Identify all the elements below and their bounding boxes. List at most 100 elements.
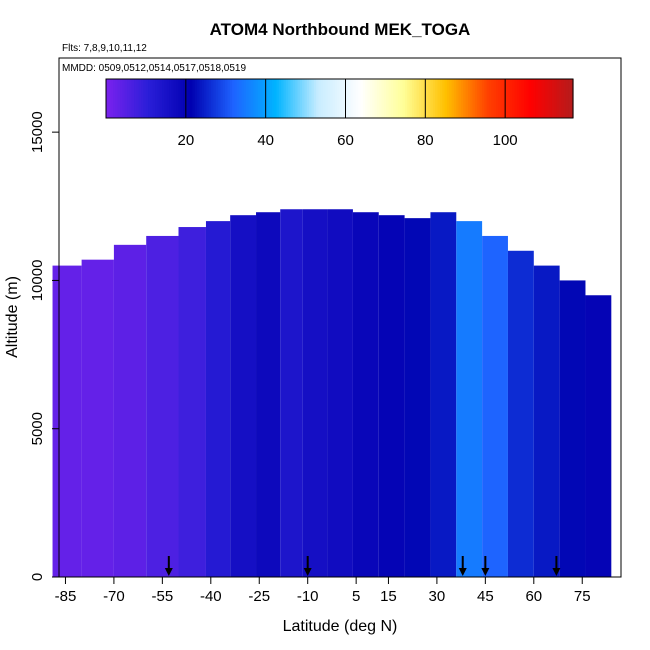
colorbar-segment (437, 79, 441, 118)
colorbar-segment (169, 79, 172, 118)
colorbar-segment (194, 79, 198, 118)
colorbar-segment (334, 79, 338, 118)
colorbar-segment (374, 79, 378, 118)
colorbar-segment (535, 79, 539, 118)
colorbar-segment (292, 79, 296, 118)
x-tick-label: -10 (297, 588, 319, 605)
colorbar-segment (110, 79, 114, 118)
colorbar-segment (558, 79, 562, 118)
colorbar-segment (381, 79, 385, 118)
heatmap-cell (52, 265, 82, 577)
colorbar-segment (449, 79, 453, 118)
colorbar-segment (460, 79, 464, 118)
plot-frame (58, 57, 622, 578)
arrow-head (552, 568, 561, 576)
colorbar-segment (444, 79, 448, 118)
colorbar-segment (185, 79, 189, 118)
x-tick-label: -85 (55, 588, 77, 605)
colorbar-segment (353, 79, 357, 118)
colorbar-segment (526, 79, 530, 118)
colorbar-segment (477, 79, 481, 118)
colorbar-segment (257, 79, 261, 118)
colorbar-segment (208, 79, 212, 118)
heatmap-cell (81, 259, 114, 577)
colorbar-segment (556, 79, 560, 118)
colorbar-segment (122, 79, 126, 118)
heatmap-cell (456, 221, 483, 577)
colorbar-segment (229, 79, 233, 118)
colorbar-segment (404, 79, 408, 118)
colorbar-segment (544, 79, 548, 118)
colorbar-segment (199, 79, 203, 118)
x-tick-label: 15 (380, 588, 397, 605)
colorbar-segment (246, 79, 250, 118)
colorbar-segment (325, 79, 329, 118)
heatmap-cell (585, 295, 612, 577)
colorbar-tick-label: 100 (493, 132, 518, 149)
colorbar-segment (171, 79, 175, 118)
heatmap-cell (430, 212, 457, 577)
heatmap-cell (146, 235, 179, 577)
colorbar-segment (250, 79, 254, 118)
colorbar-segment (523, 79, 527, 118)
colorbar-segment (470, 79, 474, 118)
colorbar-segment (232, 79, 236, 118)
colorbar-segment (309, 79, 313, 118)
colorbar-segment (509, 79, 513, 118)
y-axis-label: Altitude (m) (4, 276, 21, 358)
colorbar-segment (332, 79, 336, 118)
colorbar-segment (542, 79, 546, 118)
colorbar-segment (467, 79, 471, 118)
colorbar-segment (551, 79, 555, 118)
colorbar-segment (304, 79, 308, 118)
colorbar-segment (549, 79, 553, 118)
colorbar-segment (418, 79, 422, 118)
colorbar-segment (306, 79, 310, 118)
heatmap-cell (507, 250, 534, 577)
colorbar-segment (395, 79, 399, 118)
colorbar-segment (136, 79, 140, 118)
colorbar-segment (530, 79, 534, 118)
chart-title: ATOM4 Northbound MEK_TOGA (210, 20, 471, 39)
colorbar-segment (439, 79, 443, 118)
heatmap-cell (178, 227, 206, 577)
x-axis-label: Latitude (deg N) (283, 618, 398, 635)
colorbar-segment (355, 79, 359, 118)
colorbar-segment (159, 79, 163, 118)
colorbar-segment (388, 79, 392, 118)
colorbar-segment (323, 79, 327, 118)
colorbar-segment (213, 79, 217, 118)
heatmap-cell (256, 212, 281, 577)
colorbar-segment (568, 79, 572, 118)
colorbar-segment (362, 79, 366, 118)
colorbar-segment (372, 79, 376, 118)
colorbar-segment (271, 79, 275, 118)
colorbar-segment (488, 79, 492, 118)
colorbar-segment (241, 79, 245, 118)
colorbar-segment (402, 79, 406, 118)
colorbar-segment (192, 79, 196, 118)
colorbar-segment (311, 79, 315, 118)
colorbar-segment (318, 79, 322, 118)
colorbar-segment (138, 79, 142, 118)
colorbar-segment (106, 79, 109, 118)
colorbar-tick-label: 60 (337, 132, 354, 149)
colorbar-segment (390, 79, 394, 118)
colorbar-segment (428, 79, 432, 118)
colorbar-segment (145, 79, 149, 118)
colorbar-segment (248, 79, 252, 118)
arrow-head (458, 568, 467, 576)
colorbar-segment (134, 79, 137, 118)
y-tick-label: 0 (29, 573, 46, 581)
colorbar-segment (502, 79, 506, 118)
colorbar-segment (278, 79, 282, 118)
colorbar-segment (253, 79, 257, 118)
heatmap-cell (378, 215, 405, 577)
colorbar-segment (383, 79, 387, 118)
colorbar-segment (201, 79, 205, 118)
colorbar-segment (442, 79, 446, 118)
colorbar-segment (187, 79, 191, 118)
colorbar-tick-label: 80 (417, 132, 434, 149)
colorbar-segment (117, 79, 121, 118)
